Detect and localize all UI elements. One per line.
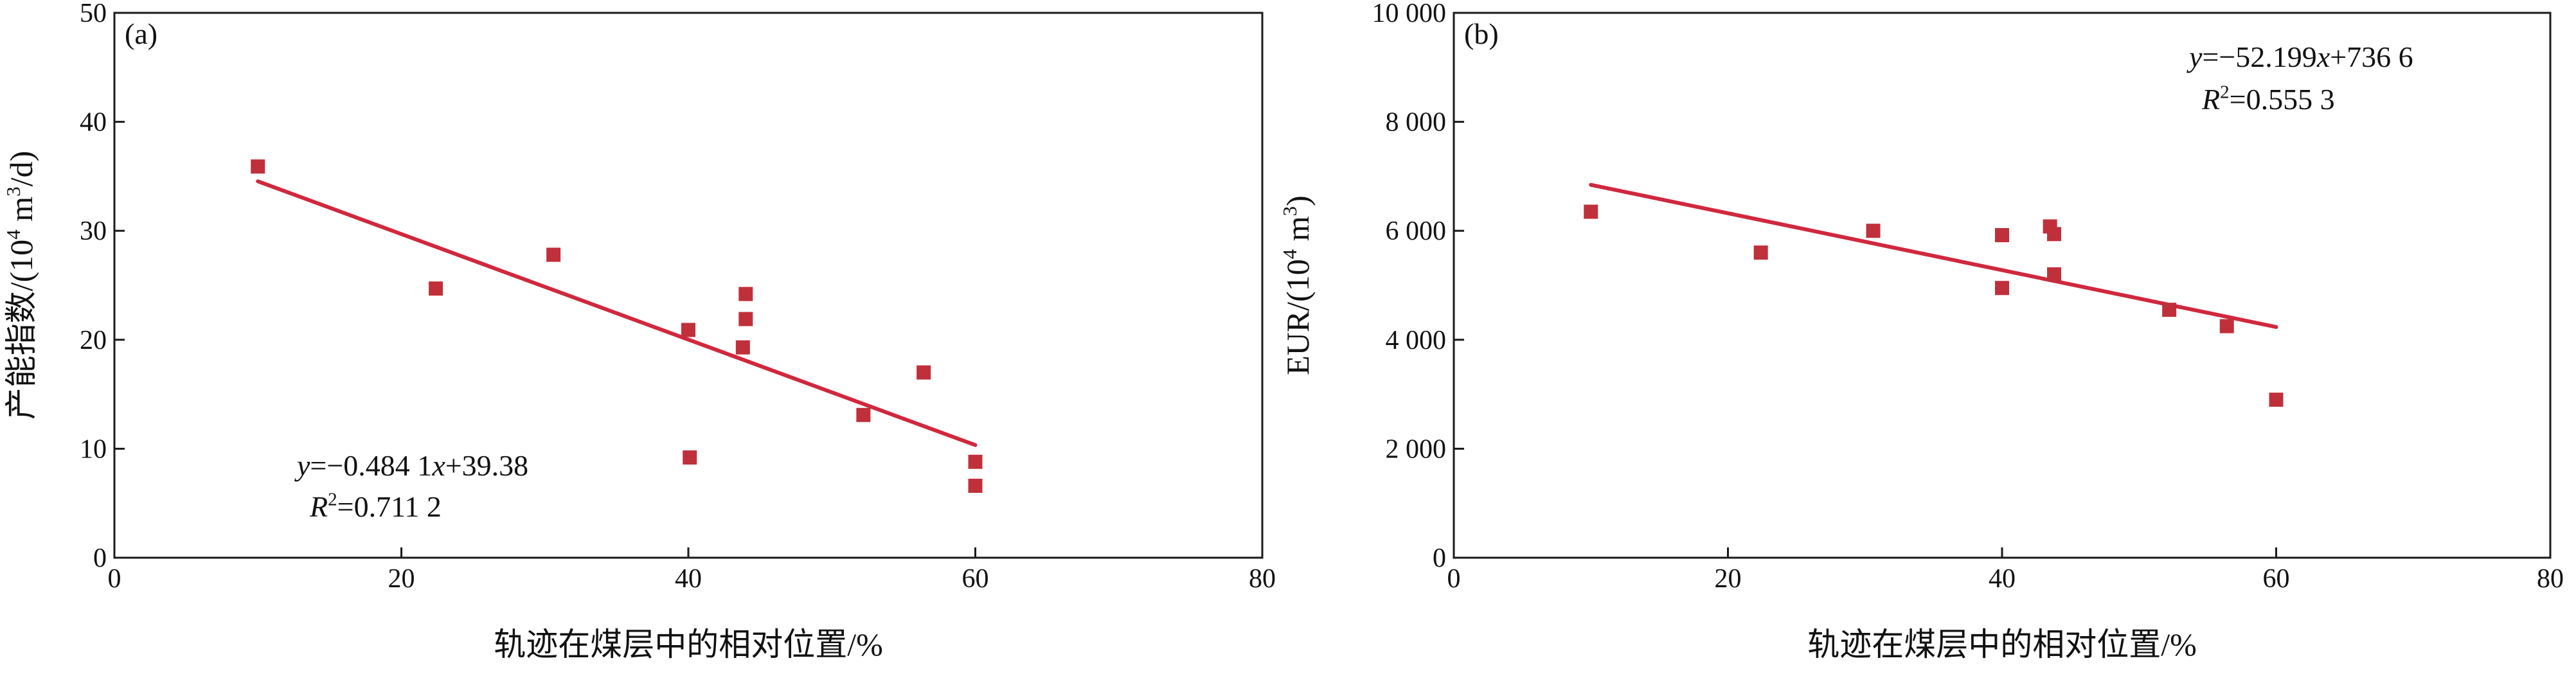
r-squared-text: R2=0.555 3 <box>2201 82 2335 116</box>
data-point <box>429 281 443 296</box>
y-tick-label: 0 <box>1433 544 1446 573</box>
x-tick-label: 80 <box>2537 564 2564 594</box>
y-axis-title: EUR/(104 m3) <box>1278 195 1316 375</box>
data-point <box>683 450 697 465</box>
y-tick-label: 10 000 <box>1372 0 1447 28</box>
data-point <box>968 454 983 469</box>
regression-equation: y=−52.199x+736 6 <box>2187 40 2413 73</box>
data-point <box>2269 393 2284 407</box>
data-point <box>2162 303 2177 317</box>
data-point <box>546 247 561 262</box>
data-point <box>738 287 753 301</box>
y-tick-label: 50 <box>80 0 107 28</box>
y-axis-title: 产能指数/(104 m3/d) <box>2 151 39 420</box>
x-tick-label: 60 <box>962 564 989 594</box>
y-tick-label: 0 <box>93 544 107 573</box>
x-tick-label: 0 <box>108 564 121 594</box>
x-tick-label: 20 <box>1715 564 1742 594</box>
r-squared-text: R2=0.711 2 <box>309 490 442 523</box>
y-tick-label: 40 <box>80 108 107 137</box>
x-axis-title: 轨迹在煤层中的相对位置/% <box>1807 626 2197 662</box>
y-tick-label: 4 000 <box>1386 326 1447 355</box>
panel-label: (a) <box>125 17 157 50</box>
y-tick-label: 6 000 <box>1386 217 1447 246</box>
x-tick-label: 0 <box>1447 564 1461 594</box>
chart-panel-a: 0 20 40 60 80 0 10 20 30 40 50 (a) y=−0.484 1x+39.38… <box>2 0 1276 662</box>
y-tick-label: 2 000 <box>1386 434 1447 464</box>
data-point <box>1584 204 1598 219</box>
x-tick-label: 20 <box>388 564 415 594</box>
data-point <box>2047 267 2062 282</box>
y-tick-label: 20 <box>80 326 107 355</box>
data-point <box>251 159 265 174</box>
data-point <box>856 407 871 422</box>
trendline <box>256 179 978 447</box>
panel-label: (b) <box>1464 17 1499 50</box>
regression-equation: y=−0.484 1x+39.38 <box>294 449 528 482</box>
data-point <box>917 365 931 380</box>
data-point <box>1995 281 2009 296</box>
data-point <box>738 312 753 326</box>
x-tick-label: 40 <box>675 564 702 594</box>
trendline <box>1589 182 2278 329</box>
y-tick-label: 10 <box>80 434 107 464</box>
data-point <box>1866 224 1881 238</box>
x-tick-label: 40 <box>1989 564 2016 594</box>
data-point <box>1753 245 1768 260</box>
data-point <box>2047 227 2062 242</box>
data-point <box>681 323 695 337</box>
data-point <box>2219 319 2234 333</box>
y-tick-label: 8 000 <box>1386 108 1447 137</box>
data-point <box>1995 227 2009 242</box>
chart-panel-b: 0 20 40 60 80 0 2 000 4 000 6 000 8 000 10 000 (b) y… <box>1278 0 2564 662</box>
data-point <box>735 340 750 355</box>
data-point <box>968 479 983 493</box>
x-tick-label: 80 <box>1249 564 1276 594</box>
x-tick-label: 60 <box>2263 564 2290 594</box>
y-tick-label: 30 <box>80 217 107 246</box>
plot-frame <box>113 12 1264 559</box>
x-axis-title: 轨迹在煤层中的相对位置/% <box>494 626 883 662</box>
